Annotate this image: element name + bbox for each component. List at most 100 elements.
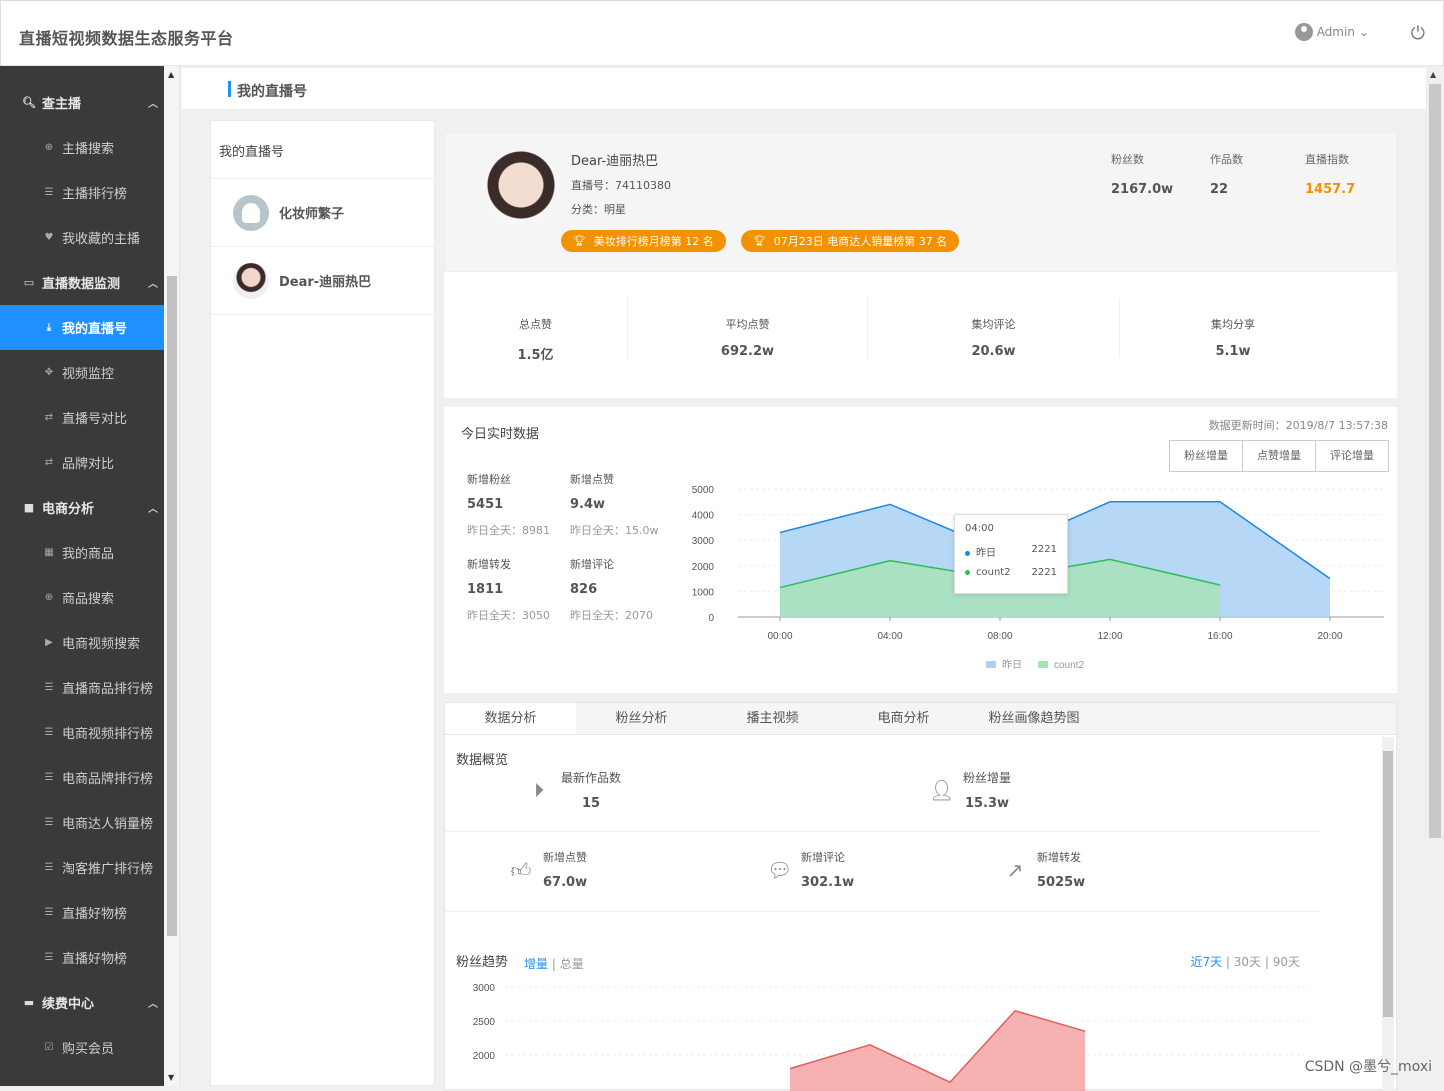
sidebar-item-my-products[interactable]: ▦我的商品 (0, 530, 164, 575)
sidebar-group-renewal[interactable]: ▬续费中心︿ (0, 980, 164, 1025)
page-scroll-thumb[interactable] (1429, 84, 1441, 838)
list-icon: ☰ (42, 682, 56, 693)
account-item[interactable]: 化妆师繁子 (211, 179, 434, 247)
sidebar-scroll-thumb[interactable] (167, 276, 177, 936)
page-scrollbar[interactable]: ▲ (1426, 66, 1444, 1086)
x-tick-label: 04:00 (877, 631, 902, 642)
search-icon: 🔍︎ (22, 96, 36, 109)
total-toggle[interactable]: 总量 (560, 957, 584, 971)
y-tick-label: 1000 (692, 587, 715, 598)
retweet-icon: ⇄ (42, 457, 56, 468)
panel-scrollbar[interactable] (1382, 737, 1394, 1091)
sidebar-item-ecom-video-rank[interactable]: ☰电商视频排行榜 (0, 710, 164, 755)
range-90d[interactable]: 90天 (1273, 955, 1300, 969)
sidebar-item-live-goods-1[interactable]: ☰直播好物榜 (0, 890, 164, 935)
sidebar-item-taoke-rank[interactable]: ☰淘客推广排行榜 (0, 845, 164, 890)
y-tick-label: 2500 (473, 1017, 496, 1028)
legend-swatch (1038, 661, 1048, 668)
realtime-panel: 今日实时数据 数据更新时间：2019/8/7 13:57:38 粉丝增量 点赞增… (444, 407, 1397, 693)
tab-data-analysis[interactable]: 数据分析 (445, 703, 576, 734)
user-menu[interactable]: Admin ⌄ (1295, 23, 1369, 41)
sidebar: 🔍︎查主播︿ ⊕主播搜索 ☰主播排行榜 ♥我收藏的主播 ▭直播数据监测︿ ⤓我的… (0, 66, 164, 1086)
user-name: Admin (1317, 25, 1355, 39)
github-avatar-icon (233, 195, 269, 231)
fans-increment-button[interactable]: 粉丝增量 (1170, 441, 1243, 471)
x-tick-label: 16:00 (1207, 631, 1232, 642)
check-square-icon: ☑ (42, 1042, 56, 1053)
series-dot (965, 551, 970, 556)
sidebar-item-buy-membership[interactable]: ☑购买会员 (0, 1025, 164, 1070)
profile-name: Dear-迪丽热巴 (571, 150, 658, 169)
sidebar-item-brand-compare[interactable]: ⇄品牌对比 (0, 440, 164, 485)
credit-card-icon: ▬ (22, 996, 36, 1009)
app-title: 直播短视频数据生态服务平台 (19, 25, 234, 49)
chevron-up-icon: ︿ (148, 95, 158, 110)
increment-toggle[interactable]: 增量 (524, 957, 548, 971)
account-name: Dear-迪丽热巴 (279, 271, 371, 290)
legend-swatch (986, 661, 996, 668)
sidebar-group-monitor[interactable]: ▭直播数据监测︿ (0, 260, 164, 305)
profile-id: 直播号：74110380 (571, 177, 671, 193)
range-30d[interactable]: 30天 (1234, 955, 1261, 969)
scroll-down-icon[interactable]: ▼ (168, 1073, 174, 1082)
sidebar-item-live-goods-2[interactable]: ☰直播好物榜 (0, 935, 164, 980)
sidebar-item-anchor-ranking[interactable]: ☰主播排行榜 (0, 170, 164, 215)
series-dot (965, 570, 970, 575)
sidebar-scrollbar[interactable]: ▲ ▼ (164, 66, 180, 1086)
trend-area (790, 1011, 1085, 1091)
download-icon: ⤓ (42, 322, 56, 333)
tab-fans-analysis[interactable]: 粉丝分析 (576, 703, 707, 734)
stat-value: 22 (1210, 182, 1228, 197)
sidebar-item-favorites[interactable]: ♥我收藏的主播 (0, 215, 164, 260)
rank-badge: 🏆︎美妆排行榜月榜第 12 名 (561, 230, 726, 252)
panel-scroll-thumb[interactable] (1383, 751, 1393, 1017)
sidebar-item-product-search[interactable]: ⊕商品搜索 (0, 575, 164, 620)
thumbs-up-icon: 👍︎ (509, 858, 533, 882)
share-icon: ↗ (1003, 858, 1027, 882)
y-tick-label: 2000 (473, 1051, 496, 1062)
scroll-up-icon[interactable]: ▲ (1430, 70, 1436, 79)
tab-fans-portrait[interactable]: 粉丝画像趋势图 (969, 703, 1099, 734)
tab-anchor-videos[interactable]: 播主视频 (707, 703, 838, 734)
trophy-icon: 🏆︎ (753, 236, 766, 247)
chevron-up-icon: ︿ (148, 995, 158, 1010)
y-tick-label: 0 (708, 613, 714, 624)
scroll-up-icon[interactable]: ▲ (168, 70, 174, 79)
update-time: 数据更新时间：2019/8/7 13:57:38 (1209, 417, 1388, 433)
play-circle-icon: ▶ (42, 637, 56, 648)
title-accent-bar (228, 81, 231, 97)
likes-increment-button[interactable]: 点赞增量 (1243, 441, 1316, 471)
list-icon: ☰ (42, 952, 56, 963)
avatar (233, 263, 269, 299)
y-tick-label: 2000 (692, 562, 715, 573)
trend-title: 粉丝趋势 (456, 951, 508, 970)
sidebar-item-video-monitor[interactable]: ✥视频监控 (0, 350, 164, 395)
sidebar-item-anchor-search[interactable]: ⊕主播搜索 (0, 125, 164, 170)
sidebar-group-ecommerce[interactable]: ■电商分析︿ (0, 485, 164, 530)
list-icon: ☰ (42, 187, 56, 198)
power-icon[interactable]: ⏻ (1411, 23, 1425, 44)
account-item[interactable]: Dear-迪丽热巴 (211, 247, 434, 315)
sidebar-item-account-compare[interactable]: ⇄直播号对比 (0, 395, 164, 440)
sidebar-item-ecom-video-search[interactable]: ▶电商视频搜索 (0, 620, 164, 665)
sidebar-item-ecom-brand-rank[interactable]: ☰电商品牌排行榜 (0, 755, 164, 800)
range-7d[interactable]: 近7天 (1190, 955, 1222, 969)
tooltip-time: 04:00 (965, 523, 1057, 534)
divider (445, 911, 1320, 912)
profile-category: 分类：明星 (571, 201, 626, 217)
account-list-panel: 我的直播号 化妆师繁子 Dear-迪丽热巴 (210, 120, 435, 1086)
tab-ecommerce-analysis[interactable]: 电商分析 (838, 703, 969, 734)
sidebar-item-talent-sales-rank[interactable]: ☰电商达人销量榜 (0, 800, 164, 845)
sidebar-item-my-account[interactable]: ⤓我的直播号 (0, 305, 164, 350)
sidebar-item-live-product-rank[interactable]: ☰直播商品排行榜 (0, 665, 164, 710)
comments-increment-button[interactable]: 评论增量 (1316, 441, 1388, 471)
sidebar-group-search-anchor[interactable]: 🔍︎查主播︿ (0, 80, 164, 125)
